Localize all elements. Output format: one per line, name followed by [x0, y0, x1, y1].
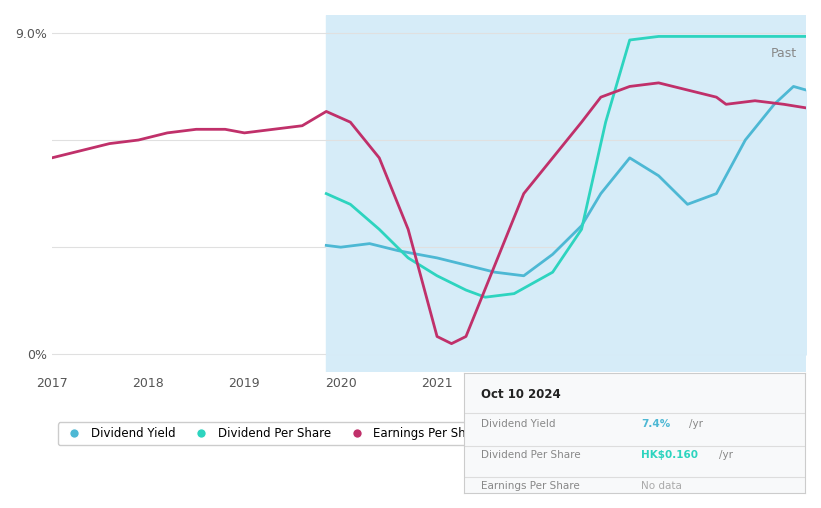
Text: Dividend Per Share: Dividend Per Share: [481, 450, 580, 460]
Text: No data: No data: [641, 481, 682, 491]
Bar: [326, 15, 806, 372]
Text: 7.4%: 7.4%: [641, 419, 670, 429]
Text: Oct 10 2024: Oct 10 2024: [481, 388, 561, 401]
Text: /yr: /yr: [689, 419, 703, 429]
Text: Past: Past: [771, 47, 797, 60]
Legend: Dividend Yield, Dividend Per Share, Earnings Per Share: Dividend Yield, Dividend Per Share, Earn…: [57, 423, 490, 445]
Text: Dividend Yield: Dividend Yield: [481, 419, 555, 429]
Text: /yr: /yr: [719, 450, 733, 460]
Text: HK$0.160: HK$0.160: [641, 450, 698, 460]
Text: Earnings Per Share: Earnings Per Share: [481, 481, 580, 491]
